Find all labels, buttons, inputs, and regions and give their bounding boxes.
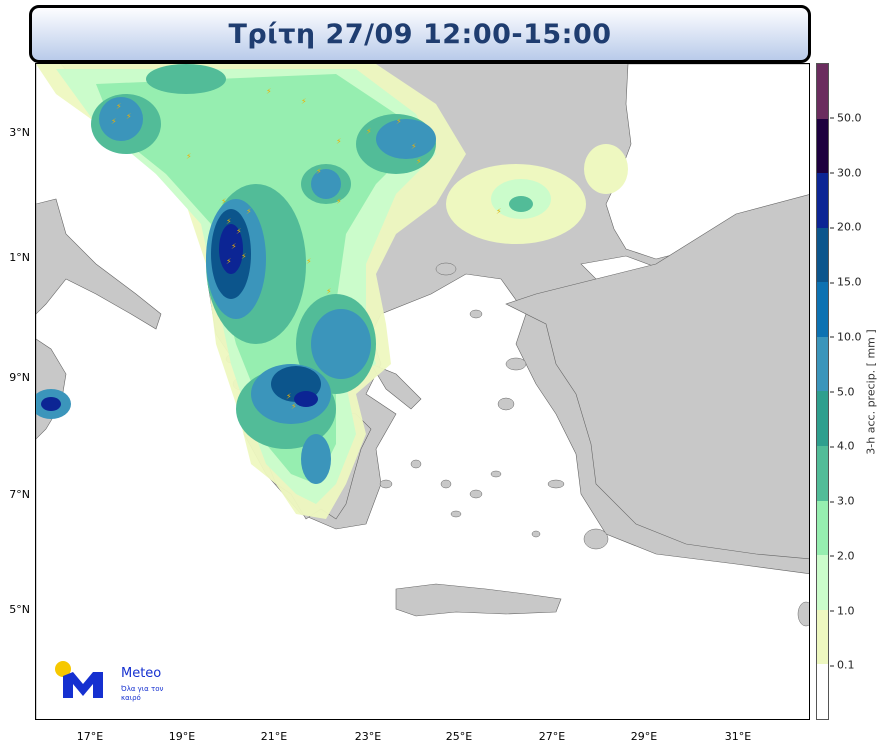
lightning-bolt-icon: ⚡ <box>266 87 272 96</box>
colorbar-tick: 1.0 <box>830 604 855 617</box>
colorbar-segment <box>817 336 828 392</box>
lightning-bolt-icon: ⚡ <box>246 207 252 216</box>
lat-label: 7°N <box>9 488 30 501</box>
lightning-bolt-icon: ⚡ <box>231 242 237 251</box>
lon-label: 19°E <box>168 730 196 743</box>
lightning-bolt-icon: ⚡ <box>186 152 192 161</box>
colorbar-segment <box>817 282 828 337</box>
precipitation-field <box>36 64 628 519</box>
lightning-bolt-icon: ⚡ <box>291 402 297 411</box>
colorbar-segment <box>817 391 828 447</box>
title-banner: Τρίτη 27/09 12:00-15:00 <box>29 5 811 63</box>
lightning-bolt-icon: ⚡ <box>416 157 422 166</box>
lon-label: 29°E <box>630 730 658 743</box>
lat-label: 1°N <box>9 251 30 264</box>
aegean-islands <box>225 262 809 627</box>
turkey-coast-land <box>505 194 809 560</box>
colorbar-segment <box>817 118 828 174</box>
colorbar-tick: 20.0 <box>830 221 862 234</box>
lon-label: 21°E <box>260 730 288 743</box>
map-canvas: ⚡⚡⚡⚡⚡⚡⚡⚡⚡⚡⚡⚡⚡⚡⚡⚡⚡⚡⚡⚡⚡⚡⚡⚡⚡ <box>36 64 809 719</box>
colorbar-tick: 30.0 <box>830 166 862 179</box>
colorbar <box>816 63 829 720</box>
lat-label: 5°N <box>9 603 30 616</box>
logo-slogan: Όλα για τον καιρό <box>121 685 164 702</box>
lon-label: 25°E <box>445 730 473 743</box>
page-title: Τρίτη 27/09 12:00-15:00 <box>228 18 612 50</box>
italy-land <box>36 198 162 330</box>
colorbar-tick: 4.0 <box>830 440 855 453</box>
meteo-logo: Meteo Όλα για τον καιρό <box>55 660 163 704</box>
lightning-bolt-icon: ⚡ <box>221 197 227 206</box>
colorbar-tick: 0.1 <box>830 659 855 672</box>
colorbar-tick: 5.0 <box>830 385 855 398</box>
logo-name: Meteo <box>121 666 162 681</box>
colorbar-segment <box>817 500 828 556</box>
lightning-bolt-icon: ⚡ <box>336 137 342 146</box>
colorbar-tick: 10.0 <box>830 330 862 343</box>
lightning-bolt-icon: ⚡ <box>301 97 307 106</box>
lightning-bolt-icon: ⚡ <box>226 217 232 226</box>
colorbar-segment <box>817 555 828 610</box>
lightning-bolt-icon: ⚡ <box>126 112 132 121</box>
lat-label: 9°N <box>9 371 30 384</box>
lightning-bolt-icon: ⚡ <box>366 127 372 136</box>
lightning-bolt-icon: ⚡ <box>111 117 117 126</box>
lon-label: 27°E <box>538 730 566 743</box>
lightning-bolt-icon: ⚡⚡⚡⚡⚡⚡⚡⚡⚡⚡⚡⚡⚡⚡⚡⚡⚡⚡⚡⚡⚡⚡⚡⚡⚡ <box>111 87 502 411</box>
lightning-bolt-icon: ⚡ <box>336 197 342 206</box>
lightning-bolt-icon: ⚡ <box>116 102 122 111</box>
lightning-bolt-icon: ⚡ <box>286 392 292 401</box>
colorbar-segment <box>817 173 828 228</box>
lightning-bolt-icon: ⚡ <box>306 257 312 266</box>
lightning-bolt-icon: ⚡ <box>236 227 242 236</box>
colorbar-segment <box>817 64 828 119</box>
colorbar-tick: 50.0 <box>830 111 862 124</box>
meteo-logo-mark <box>55 661 103 698</box>
colorbar-tick: 15.0 <box>830 276 862 289</box>
lightning-bolt-icon: ⚡ <box>316 167 322 176</box>
lightning-bolt-icon: ⚡ <box>326 287 332 296</box>
lightning-bolt-icon: ⚡ <box>411 142 417 151</box>
lon-label: 23°E <box>354 730 382 743</box>
colorbar-segment <box>817 446 828 501</box>
colorbar-segment <box>817 227 828 283</box>
lat-label: 3°N <box>9 126 30 139</box>
colorbar-tick: 3.0 <box>830 495 855 508</box>
lightning-bolt-icon: ⚡ <box>226 257 232 266</box>
colorbar-label: 3-h acc. precip. [ mm ] <box>864 329 878 455</box>
lightning-bolt-icon: ⚡ <box>496 207 502 216</box>
colorbar-segment <box>817 664 828 719</box>
lightning-bolt-icon: ⚡ <box>396 117 402 126</box>
crete-land <box>395 583 562 617</box>
colorbar-segment <box>817 609 828 665</box>
evia-land <box>370 363 422 410</box>
precipitation-map: ⚡ ⚡ ⚡ ⚡ ⚡ ⚡ ⚡ ⚡ ⚡ ⚡ ⚡ ⚡ ⚡ ⚡ ⚡ ⚡ ⚡ ⚡ ⚡ ⚡ ⚡ ⚡ ⚡ ⚡ ⚡ <box>35 63 810 720</box>
lon-label: 31°E <box>724 730 752 743</box>
lightning-bolt-icon: ⚡ <box>241 252 247 261</box>
colorbar-tick: 2.0 <box>830 549 855 562</box>
lon-label: 17°E <box>76 730 104 743</box>
